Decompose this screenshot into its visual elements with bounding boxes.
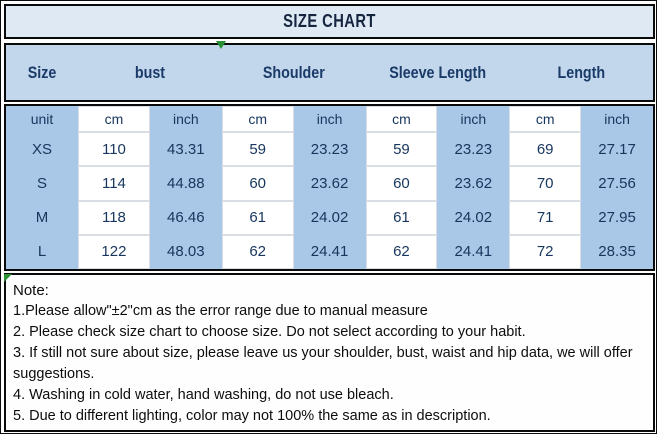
table-cell: 24.02	[293, 200, 366, 235]
table-cell: 69	[509, 132, 582, 167]
table-cell: 43.31	[149, 132, 222, 167]
note-line-5: 5. Due to different lighting, color may …	[13, 408, 491, 424]
note-line-3: 3. If still not sure about size, please …	[13, 345, 633, 361]
size-table: unit cm inch cm inch cm inch cm inch XS …	[4, 104, 655, 271]
table-cell: 60	[221, 166, 294, 201]
table-cell: 44.88	[149, 166, 222, 201]
table-cell: 23.23	[293, 132, 366, 167]
size-label-m: M	[6, 200, 78, 235]
notes-section: Note: 1.Please allow"±2"cm as the error …	[4, 273, 655, 432]
table-cell: 62	[365, 234, 438, 269]
unit-cell: cm	[509, 106, 582, 132]
note-line-1: 1.Please allow"±2"cm as the error range …	[13, 303, 428, 319]
unit-cell: inch	[293, 106, 366, 132]
size-label-s: S	[6, 166, 78, 201]
size-label-l: L	[6, 234, 78, 269]
table-cell: 27.17	[581, 132, 653, 167]
table-cell: 118	[78, 200, 150, 235]
green-flag-icon	[216, 41, 226, 49]
table-cell: 24.02	[437, 200, 510, 235]
table-cell: 61	[365, 200, 438, 235]
column-header-length: Length	[557, 62, 605, 82]
table-cell: 110	[78, 132, 150, 167]
unit-cell: unit	[6, 106, 78, 132]
column-header-shoulder: Shoulder	[262, 62, 325, 82]
column-header-size: Size	[27, 62, 57, 82]
page-title: SIZE CHART	[283, 11, 376, 31]
unit-cell: inch	[581, 106, 653, 132]
column-header-sleeve-length: Sleeve Length	[388, 62, 486, 82]
column-header-bust: bust	[134, 62, 165, 82]
unit-cell: inch	[149, 106, 222, 132]
notes-heading: Note:	[13, 282, 49, 299]
table-cell: 72	[509, 234, 582, 269]
green-corner-marker-icon	[4, 274, 12, 282]
table-cell: 24.41	[293, 234, 366, 269]
unit-cell: inch	[437, 106, 510, 132]
size-chart-title-bar: SIZE CHART	[4, 4, 655, 39]
table-cell: 48.03	[149, 234, 222, 269]
table-cell: 59	[365, 132, 438, 167]
unit-cell: cm	[221, 106, 294, 132]
unit-cell: cm	[78, 106, 150, 132]
table-cell: 71	[509, 200, 582, 235]
table-cell: 114	[78, 166, 150, 201]
table-cell: 23.62	[293, 166, 366, 201]
table-cell: 24.41	[437, 234, 510, 269]
table-cell: 62	[221, 234, 294, 269]
unit-cell: cm	[365, 106, 438, 132]
column-header-row: Size bust Shoulder Sleeve Length Length	[4, 43, 655, 102]
table-cell: 27.95	[581, 200, 653, 235]
note-line-4: 4. Washing in cold water, hand washing, …	[13, 387, 394, 403]
table-cell: 23.23	[437, 132, 510, 167]
table-cell: 27.56	[581, 166, 653, 201]
table-cell: 60	[365, 166, 438, 201]
note-line-2: 2. Please check size chart to choose siz…	[13, 324, 526, 340]
table-cell: 70	[509, 166, 582, 201]
table-cell: 122	[78, 234, 150, 269]
note-line-3-continued: suggestions.	[13, 366, 95, 382]
table-cell: 28.35	[581, 234, 653, 269]
table-cell: 59	[221, 132, 294, 167]
size-label-xs: XS	[6, 132, 78, 167]
table-cell: 23.62	[437, 166, 510, 201]
table-cell: 46.46	[149, 200, 222, 235]
table-cell: 61	[221, 200, 294, 235]
